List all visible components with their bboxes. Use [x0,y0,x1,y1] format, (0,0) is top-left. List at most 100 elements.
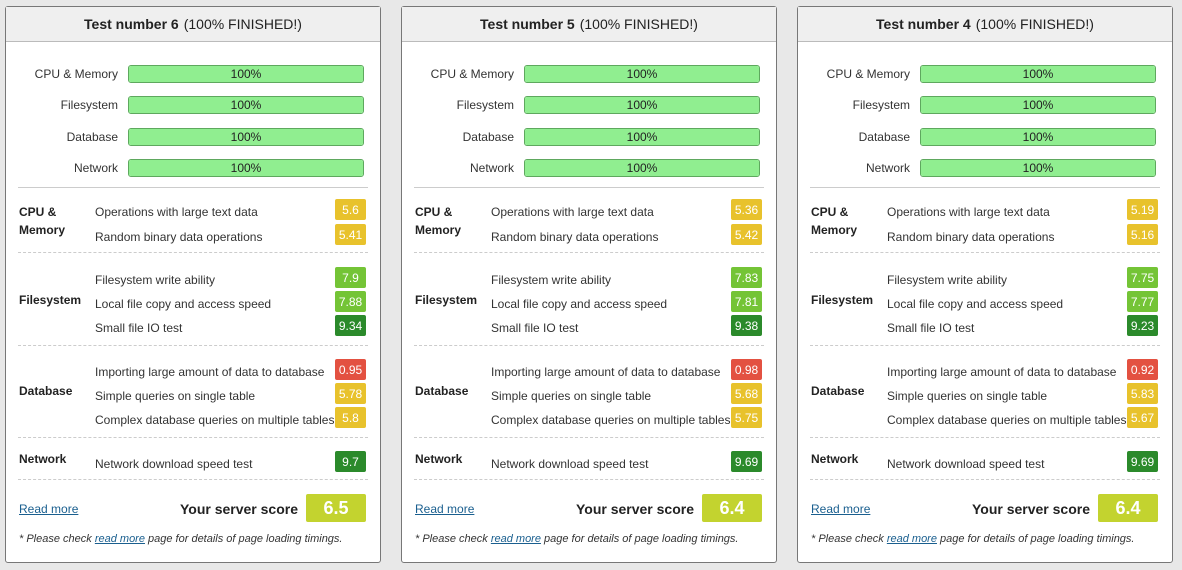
progress-fill [129,97,363,113]
footnote: * Please check read more page for detail… [19,533,343,545]
progress-fill [921,66,1155,82]
progress-row: Database 100% [798,128,1172,146]
card-status: (100% FINISHED!) [183,16,302,32]
progress-row: CPU & Memory 100% [6,65,380,83]
divider [18,437,368,438]
progress-text: 100% [230,130,262,144]
progress-bar: 100% [920,159,1156,177]
test-name: Complex database queries on multiple tab… [491,413,731,427]
score-badge: 0.92 [1127,359,1158,380]
category-label: CPU & [811,205,849,219]
test-name: Network download speed test [887,457,1045,471]
score-badge: 9.23 [1127,315,1158,336]
progress-bar: 100% [524,159,760,177]
progress-label: CPU & Memory [430,67,514,81]
score-badge: 9.38 [731,315,762,336]
progress-row: CPU & Memory 100% [402,65,776,83]
score-badge: 5.6 [335,199,366,220]
progress-row: Filesystem 100% [798,96,1172,114]
score-badge: 7.88 [335,291,366,312]
progress-fill [129,160,363,176]
card-title: Test number 5 [480,16,575,32]
server-score-value: 6.4 [702,494,762,522]
test-name: Small file IO test [95,321,183,335]
test-name: Random binary data operations [491,230,659,244]
card-status: (100% FINISHED!) [579,16,698,32]
test-card: Test number 6 (100% FINISHED!) CPU & Memor… [5,6,381,563]
progress-text: 100% [1022,161,1054,175]
footnote: * Please check read more page for detail… [415,533,739,545]
score-badge: 7.9 [335,267,366,288]
test-name: Filesystem write ability [491,273,612,287]
progress-label: Database [462,130,514,144]
category-label: Memory [19,223,66,237]
progress-bar: 100% [524,65,760,83]
progress-text: 100% [626,161,658,175]
score-badge: 5.67 [1127,407,1158,428]
divider [18,187,368,188]
divider [414,252,764,253]
footnote-suffix: page for details of page loading timings… [936,533,1135,545]
read-more-link[interactable]: Read more [415,502,475,516]
test-name: Local file copy and access speed [95,297,272,311]
score-badge: 5.75 [731,407,762,428]
server-score-value: 6.5 [306,494,366,522]
card-title: Test number 4 [876,16,971,32]
test-name: Random binary data operations [95,230,263,244]
score-badge: 5.42 [731,224,762,245]
divider [810,345,1160,346]
server-score-label: Your server score [575,501,694,517]
progress-text: 100% [1022,130,1054,144]
progress-label: Database [858,130,910,144]
test-name: Network download speed test [95,457,253,471]
test-name: Operations with large text data [95,205,258,219]
test-name: Importing large amount of data to databa… [887,365,1117,379]
score-badge: 0.98 [731,359,762,380]
category-label: Database [415,384,469,398]
progress-label: Network [865,161,910,175]
test-name: Local file copy and access speed [491,297,668,311]
score-badge: 9.7 [335,451,366,472]
score-badge: 5.83 [1127,383,1158,404]
progress-fill [129,66,363,82]
read-more-link[interactable]: Read more [19,502,79,516]
server-score-label: Your server score [971,501,1090,517]
divider [414,479,764,480]
footnote-prefix: * Please check [811,533,887,545]
test-name: Importing large amount of data to databa… [491,365,721,379]
progress-bar: 100% [524,96,760,114]
test-name: Local file copy and access speed [887,297,1064,311]
footnote-read-more-link[interactable]: read more [94,533,145,545]
category-label: Memory [415,223,462,237]
score-badge: 7.77 [1127,291,1158,312]
progress-bar: 100% [920,65,1156,83]
score-badge: 9.69 [1127,451,1158,472]
category-label: Filesystem [811,293,874,307]
category-label: Filesystem [415,293,478,307]
footnote-suffix: page for details of page loading timings… [144,533,343,545]
divider [810,252,1160,253]
test-card: Test number 4 (100% FINISHED!) CPU & Memor… [797,6,1173,563]
progress-text: 100% [626,67,658,81]
progress-fill [921,97,1155,113]
score-badge: 5.41 [335,224,366,245]
category-label: Database [811,384,865,398]
progress-text: 100% [230,67,262,81]
progress-bar: 100% [128,96,364,114]
progress-label: CPU & Memory [34,67,118,81]
progress-bar: 100% [128,128,364,146]
read-more-link[interactable]: Read more [811,502,871,516]
footnote-prefix: * Please check [415,533,491,545]
card-header: Test number 4 (100% FINISHED!) [798,7,1172,42]
progress-label: Database [66,130,118,144]
test-name: Complex database queries on multiple tab… [887,413,1127,427]
category-label: Memory [811,223,858,237]
category-label: Database [19,384,73,398]
footnote-prefix: * Please check [19,533,95,545]
footnote-read-more-link[interactable]: read more [886,533,937,545]
footnote-read-more-link[interactable]: read more [490,533,541,545]
card-header: Test number 5 (100% FINISHED!) [402,7,776,42]
test-name: Filesystem write ability [887,273,1008,287]
divider [810,187,1160,188]
progress-bar: 100% [524,128,760,146]
